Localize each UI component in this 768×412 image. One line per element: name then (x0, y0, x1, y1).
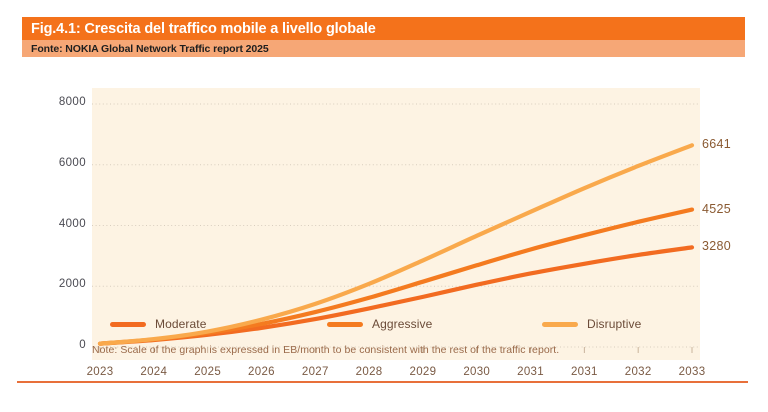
series-value-label-disruptive: 6641 (702, 137, 732, 152)
legend-label: Moderate (155, 317, 207, 331)
x-tick-label: 2028 (355, 366, 383, 378)
x-tick-label: 2032 (624, 366, 652, 378)
chart-legend: Moderate Aggressive Disruptive (92, 317, 700, 337)
legend-item-disruptive[interactable]: Disruptive (542, 317, 641, 331)
legend-item-moderate[interactable]: Moderate (110, 317, 207, 331)
plot-area (92, 88, 700, 360)
chart-lines-svg (92, 103, 700, 353)
figure-source-label: Fonte: NOKIA Global Network Traffic repo… (31, 42, 269, 55)
chart-figure: 0 2000 4000 6000 8000 2023 2024 2025 2026 2027 20… (0, 78, 768, 378)
x-axis: 2023 2024 2025 2026 2027 2028 2029 2030 2031 2031… (87, 366, 705, 384)
legend-swatch-icon (327, 321, 363, 327)
y-tick-label: 4000 (58, 217, 86, 230)
x-tick-label: 2025 (194, 366, 222, 378)
y-axis: 0 2000 4000 6000 8000 (16, 88, 86, 351)
legend-swatch-icon (110, 321, 146, 327)
series-value-label-moderate: 3280 (702, 239, 732, 254)
x-tick-label: 2030 (463, 366, 491, 378)
figure-source-bar: Fonte: NOKIA Global Network Traffic repo… (22, 40, 745, 57)
legend-swatch-icon (542, 321, 578, 327)
x-tick-label: 2023 (86, 366, 114, 378)
page-title: Fig.4.1: Crescita del traffico mobile a … (31, 20, 376, 37)
x-tick-label: 2027 (301, 366, 329, 378)
footer-rule (17, 381, 748, 383)
x-tick-label: 2033 (678, 366, 706, 378)
chart-note: Note: Scale of the graph is expressed in… (92, 344, 560, 356)
y-tick-label: 8000 (58, 96, 86, 108)
x-tick-label: 2026 (248, 366, 275, 378)
y-tick-label: 0 (79, 339, 86, 351)
figure-title-bar: Fig.4.1: Crescita del traffico mobile a … (22, 17, 745, 40)
series-paths (97, 143, 695, 346)
x-tick-label: 2024 (140, 366, 168, 378)
gridlines (92, 103, 700, 348)
legend-label: Aggressive (372, 317, 433, 331)
series-value-label-aggressive: 4525 (702, 201, 732, 216)
y-tick-label: 2000 (58, 278, 86, 291)
legend-item-aggressive[interactable]: Aggressive (327, 317, 432, 331)
x-tick-label: 2031 (517, 366, 544, 378)
legend-label: Disruptive (587, 317, 642, 331)
series-line-disruptive (97, 143, 695, 346)
y-tick-label: 6000 (58, 156, 86, 169)
x-tick-marks (99, 347, 693, 353)
x-tick-label: 2029 (409, 366, 437, 378)
x-tick-label: 2031 (570, 366, 598, 378)
figure-header: Fig.4.1: Crescita del traffico mobile a … (22, 17, 745, 57)
